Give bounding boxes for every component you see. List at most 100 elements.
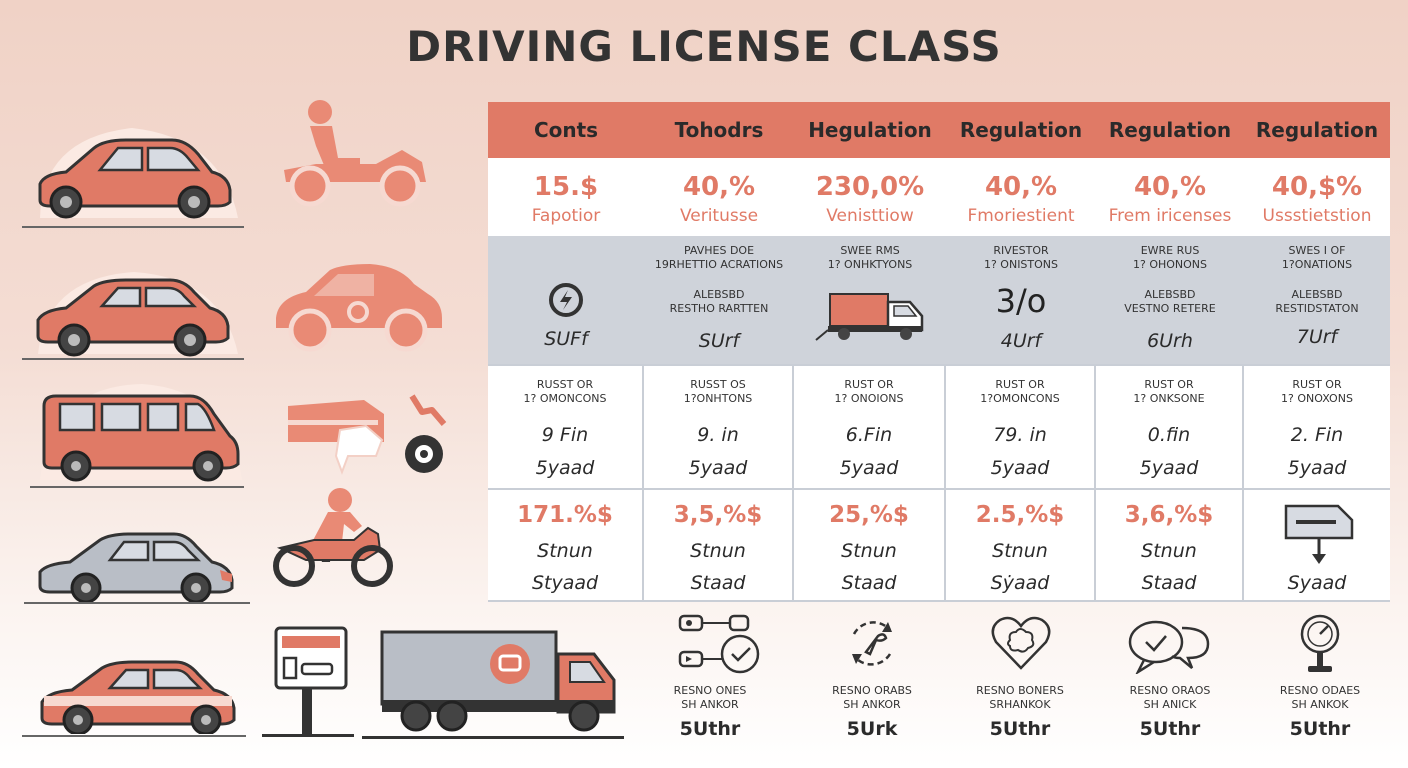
table-row: 15.$ Fapotior 40,% Veritusse 230,0% Veni… (488, 158, 1390, 236)
cell-caption: 1? OMONCONS (523, 392, 607, 405)
feature-caption: RESNO BONERS (976, 684, 1064, 697)
cell-value: 5yaad (839, 457, 899, 479)
cell-caption: ALEBSBD (1291, 288, 1343, 301)
toggle-check-icon (678, 614, 760, 674)
cell-caption: RUSST OS (690, 378, 746, 391)
table-cell: 2.5,%$ Stnun Sẏaad (946, 490, 1096, 600)
cell-value: 0.fin (1147, 424, 1191, 446)
feature-caption: SH ANKOR (681, 698, 739, 711)
bottom-feature-item: RESNO BONERS SRHANKOK 5Uthr (950, 606, 1090, 756)
table-cell: RUST OR 1? ONOIONS 6.Fin 5yaad (794, 366, 946, 488)
cell-caption: 1? ONOXONS (1281, 392, 1353, 405)
cell-value: 6Urh (1147, 330, 1193, 352)
table-cell: RUST OR 1? ONKSONE 0.fin 5yaad (1096, 366, 1244, 488)
feature-caption: SH ANICK (1143, 698, 1197, 711)
gear-icon (549, 283, 583, 317)
gauge-stand-icon (1300, 614, 1340, 672)
bottom-feature-item: RESNO ONES SH ANKOR 5Uthr (640, 606, 780, 756)
cell-value: Staad (841, 572, 897, 594)
cell-caption: ALEBSBD (1144, 288, 1196, 301)
cell-caption: RUST OR (1292, 378, 1342, 391)
feature-value: 5Urk (846, 718, 898, 740)
van-icon (40, 384, 242, 482)
cell-value: Staad (1141, 572, 1197, 594)
sedan-icon (38, 128, 238, 219)
feature-value: 5Uthr (1289, 718, 1351, 740)
cell-value: 2. Fin (1290, 424, 1344, 446)
table-cell: RUSST OR 1? OMONCONS 9 Fin 5yaad (488, 366, 644, 488)
table-cell: EWRE RUS 1? OHONONS ALEBSBD VESTNO RETER… (1096, 236, 1244, 364)
table-cell: 40,% Veritusse (644, 158, 794, 236)
atv-rider-icon (284, 100, 426, 207)
table-cell: RUST OR 1?OMONCONS 79. in 5yaad (946, 366, 1096, 488)
cell-value: 5yaad (1287, 457, 1347, 479)
license-table: Conts Tohodrs Hegulation Regulation Regu… (488, 102, 1390, 602)
bottom-feature-row: RESNO ONES SH ANKOR 5Uthr RESNO ORABS SH… (640, 606, 1400, 756)
cell-caption: EWRE RUS (1140, 244, 1200, 257)
table-cell: 3,6,%$ Stnun Staad (1096, 490, 1244, 600)
cell-caption: ALEBSBD (693, 288, 745, 301)
feature-caption: RESNO ORABS (832, 684, 912, 697)
cell-caption: RESTIDSTATON (1275, 302, 1359, 315)
cell-label: Fapotior (531, 206, 601, 226)
feature-caption: SH ANKOK (1291, 698, 1349, 711)
cell-caption: SWEE RMS (840, 244, 900, 257)
striped-sedan-icon (40, 660, 236, 734)
feature-caption: RESNO ONES (673, 684, 747, 697)
cell-caption: RUST OR (1144, 378, 1194, 391)
cell-caption: 1? ONISTONS (983, 258, 1059, 271)
table-cell: RUSST OS 1?ONHTONS 9. in 5yaad (644, 366, 794, 488)
percent-value: 40,% (984, 172, 1058, 202)
percent-value: 15.$ (533, 172, 599, 202)
table-cell: 3,5,%$ Stnun Staad (644, 490, 794, 600)
cell-caption: RUST OR (844, 378, 894, 391)
cell-caption: RUST OR (995, 378, 1045, 391)
feature-value: 5Uthr (989, 718, 1051, 740)
percent-value: 40,% (1133, 172, 1207, 202)
table-header-row: Conts Tohodrs Hegulation Regulation Regu… (488, 102, 1390, 158)
cell-value: SUrf (698, 330, 740, 352)
chat-check-icon (1128, 620, 1210, 674)
cell-caption: 1? OHONONS (1132, 258, 1208, 271)
table-row: 171.%$ Stnun Styaad 3,5,%$ Stnun Staad 2… (488, 488, 1390, 602)
gray-sedan-icon (38, 532, 234, 602)
table-cell: 40,$% Ussstietstion (1244, 158, 1390, 236)
table-header-cell: Tohodrs (674, 118, 764, 142)
cell-caption: 1?OMONCONS (980, 392, 1060, 405)
cell-label: Ussstietstion (1262, 206, 1372, 226)
sedan-icon (36, 272, 238, 357)
document-arrow-icon (1284, 504, 1354, 564)
percent-value: 40,$% (1271, 172, 1363, 202)
cell-value: Syaad (1287, 572, 1347, 594)
table-cell: SWES I OF 1?ONATIONS ALEBSBD RESTIDSTATO… (1244, 236, 1390, 364)
cell-value: Stnun (1141, 540, 1197, 562)
feature-caption: RESNO ODAES (1279, 684, 1361, 697)
motorcycle-rider-icon (273, 488, 393, 587)
cell-value: 6.Fin (845, 424, 893, 446)
cell-value: 5yaad (1139, 457, 1199, 479)
table-header-cell: Regulation (1108, 118, 1232, 142)
feature-value: 5Uthr (1139, 718, 1201, 740)
table-cell: 230,0% Venisttiow (794, 158, 946, 236)
license-sign-icon (262, 626, 354, 737)
heart-brain-icon (991, 616, 1051, 670)
refresh-wrench-icon (852, 621, 892, 666)
cell-value: 5yaad (535, 457, 595, 479)
cell-caption: VESTNO RETERE (1124, 302, 1216, 315)
cell-value: 9. in (697, 424, 739, 446)
cell-value: Stnun (537, 540, 593, 562)
percent-value: 230,0% (815, 172, 925, 202)
table-cell: SUFf (488, 236, 644, 364)
cell-caption: 19RHETTIO ACRATIONS (654, 258, 784, 271)
cell-value: 5yaad (688, 457, 748, 479)
cell-caption: RIVESTOR (993, 244, 1049, 257)
bottom-feature-item: RESNO ORABS SH ANKOR 5Urk (802, 606, 942, 756)
percent-value: 3,6,%$ (1124, 502, 1214, 528)
cell-caption: 1?ONHTONS (683, 392, 753, 405)
feature-caption: RESNO ORAOS (1129, 684, 1211, 697)
cell-value: Stnun (690, 540, 746, 562)
cell-value: Staad (690, 572, 746, 594)
cell-caption: 1? ONOIONS (834, 392, 904, 405)
cell-label: Fmoriestient (967, 206, 1075, 226)
cell-caption: 1? ONHKTYONS (827, 258, 913, 271)
